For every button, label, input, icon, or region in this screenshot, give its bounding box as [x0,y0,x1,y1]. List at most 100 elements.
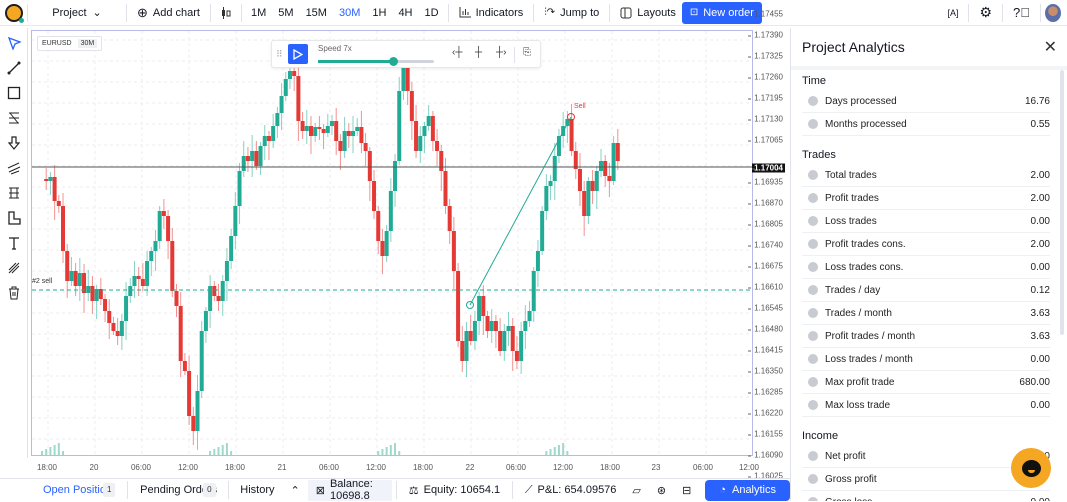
divider [1040,3,1041,22]
divider [514,47,515,63]
trendline-tool[interactable] [5,58,23,77]
analytics-list[interactable]: Time Days processed 16.76 Months processed 0… [791,66,1067,501]
cursor-tool[interactable] [5,33,23,52]
symbol-label[interactable]: EURUSD 30M [37,36,103,51]
cursor-icon [7,36,21,50]
info-icon[interactable] [808,262,818,272]
divider [609,3,611,22]
channel-tool[interactable] [5,158,23,177]
info-icon[interactable] [808,497,818,501]
candle-step-icon[interactable]: ┼ [475,47,483,58]
brush-tool[interactable] [5,258,23,277]
time-tick: 23 [651,463,661,472]
price-tick: 1.16350 [748,367,783,376]
info-icon[interactable] [808,474,818,484]
info-icon[interactable] [808,216,818,226]
speed-slider[interactable] [318,57,434,66]
help-button[interactable]: ?⃝ [1007,0,1036,26]
timeframe-30m[interactable]: 30M [338,6,361,19]
pnl-display: ⟋ P&L: 654.09576 [517,479,625,502]
timeframe-4h[interactable]: 4H [398,6,413,19]
info-icon[interactable] [808,308,818,318]
symbol-name: EURUSD [42,40,72,47]
info-icon[interactable] [808,170,818,180]
price-tick: 1.16870 [748,199,783,208]
drag-handle-icon[interactable]: ⠿ [276,48,283,59]
add-chart-button[interactable]: ⊕ Add chart [131,0,206,26]
delete-tool[interactable] [5,283,23,302]
speed-slider-knob[interactable] [389,57,398,66]
timeframe-1m[interactable]: 1M [251,6,267,19]
pie-chart-icon: ◔ [719,484,726,496]
time-tick: 22 [465,463,475,472]
close-icon[interactable]: ✕ [1043,39,1057,56]
price-plot[interactable]: EURUSD 30M #2 sell Sell ⠿ Speed 7x ‹┼ ┼ … [31,30,753,456]
settings-button[interactable]: ⚙ [973,0,998,26]
stat-row: Trades / month 3.63 [802,302,1050,325]
timeframe-15m[interactable]: 15M [305,6,327,19]
speed-label: Speed 7x [318,44,352,53]
info-icon[interactable] [808,354,818,364]
jump-to-button[interactable]: ⫶↷ Jump to [538,0,605,26]
info-icon[interactable] [808,451,818,461]
currency-button[interactable]: ⊛ [649,479,674,502]
scrollbar[interactable] [1060,70,1064,335]
trash-icon [8,286,19,299]
stat-label: Total trades [825,169,877,181]
divider [210,3,211,22]
info-icon[interactable] [808,400,818,410]
report-button[interactable]: ▱ [624,479,648,502]
info-icon[interactable] [808,331,818,341]
chart-type-button[interactable] [215,0,237,26]
info-icon[interactable] [808,193,818,203]
chart-area[interactable]: EURUSD 30M #2 sell Sell ⠿ Speed 7x ‹┼ ┼ … [29,10,785,502]
step-back-icon[interactable]: ‹┼ [452,47,463,58]
screenshot-button[interactable]: [A] [941,0,964,26]
info-icon[interactable] [808,285,818,295]
pending-orders-label: Pending Orders [140,484,218,496]
play-button[interactable] [287,44,308,64]
expand-panel-button[interactable]: ⌃ [283,479,308,502]
stat-label: Months processed [825,118,907,130]
app-logo[interactable] [5,3,24,23]
open-position-label: Open Position [43,484,113,496]
stat-label: Days processed [825,95,897,107]
step-forward-icon[interactable]: ┼› [496,47,507,58]
panel-title: Project Analytics [802,39,905,55]
tab-history[interactable]: History [232,479,282,502]
rectangle-tool[interactable] [5,83,23,102]
avatar[interactable] [1045,3,1061,22]
time-axis[interactable]: 18:00 20 06:00 12:00 18:00 21 06:00 12:00 18:00 2… [0,463,760,475]
indicators-button[interactable]: Indicators [453,0,530,26]
text-tool[interactable] [5,233,23,252]
new-order-button[interactable]: ⊡ New order [681,1,762,24]
tab-open-position[interactable]: Open Position 1 [0,479,123,502]
time-tick: 12:00 [365,463,387,472]
price-tick: 1.16480 [748,325,783,334]
info-icon[interactable] [808,96,818,106]
analytics-button[interactable]: ◔ Analytics [705,479,791,501]
info-icon[interactable] [808,119,818,129]
layouts-button[interactable]: Layouts [614,0,682,26]
arrow-tool[interactable] [5,133,23,152]
fib-tool[interactable] [5,108,23,127]
stat-label: Trades / day [825,284,881,296]
chat-button[interactable] [1011,448,1051,488]
timeframe-1h[interactable]: 1H [372,6,387,19]
notes-button[interactable]: ⊟ [674,479,699,502]
info-icon[interactable] [808,239,818,249]
stat-value: 680.00 [1019,376,1050,388]
timeframe-5m[interactable]: 5M [278,6,294,19]
tab-pending-orders[interactable]: Pending Orders 0 [132,479,223,502]
timeframe-1d[interactable]: 1D [424,6,439,19]
candlestick-chart[interactable] [32,31,753,456]
price-axis[interactable]: 1.17455 1.17390 1.17325 1.17260 1.17195 1.171… [748,10,785,502]
info-icon[interactable] [808,377,818,387]
price-tick: 1.17130 [748,115,783,124]
price-tick: 1.16610 [748,283,783,292]
measure-tool[interactable] [5,208,23,227]
project-dropdown[interactable]: Project ⌄ [32,0,122,26]
order-line-label[interactable]: #2 sell [32,278,53,285]
exit-replay-icon[interactable]: ⎘ [523,47,531,58]
range-tool[interactable] [5,183,23,202]
